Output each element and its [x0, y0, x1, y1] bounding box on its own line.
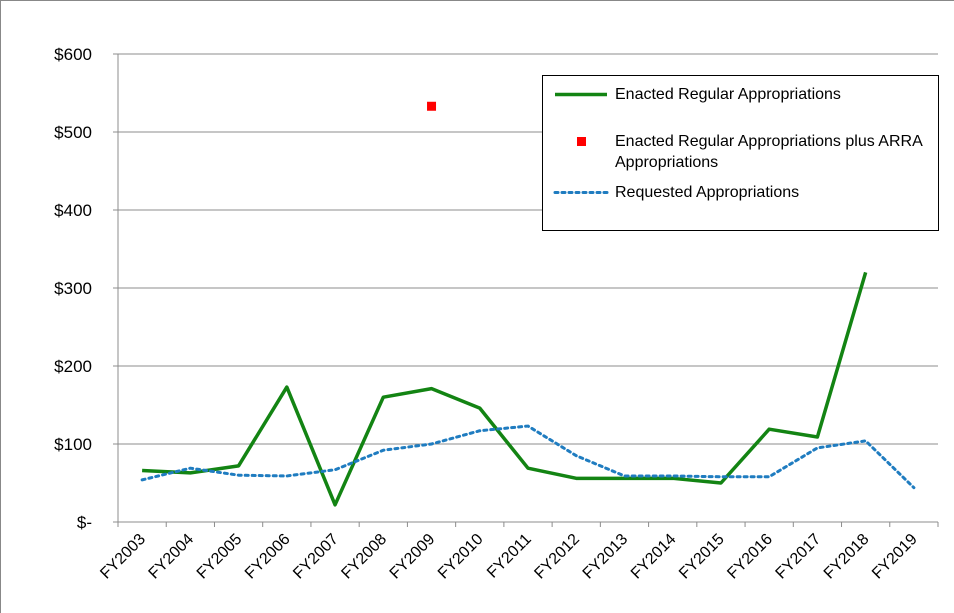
x-tick-label: FY2005 — [194, 531, 246, 583]
legend-swatch — [577, 137, 586, 146]
legend-marker — [577, 137, 586, 146]
y-tick-label: $400 — [54, 201, 92, 220]
x-tick-label: FY2008 — [338, 531, 390, 583]
x-tick-label: FY2015 — [676, 531, 728, 583]
legend: Enacted Regular Appropriations Enacted Re… — [542, 75, 939, 231]
x-tick-label: FY2019 — [869, 531, 921, 583]
y-tick-label: $600 — [54, 45, 92, 64]
data-point — [427, 101, 437, 111]
legend-label: Enacted Regular Appropriations plus ARRA… — [615, 133, 922, 171]
x-tick-label: FY2004 — [146, 531, 198, 583]
legend-item: Enacted Regular Appropriations plus ARRA… — [553, 131, 933, 173]
x-tick-label: FY2013 — [580, 531, 632, 583]
y-tick-label: $100 — [54, 435, 92, 454]
legend-swatch — [553, 191, 609, 194]
legend-swatch — [555, 92, 607, 97]
legend-item: Requested Appropriations — [553, 182, 933, 203]
x-tick-label: FY2009 — [387, 531, 439, 583]
y-tick-label: $300 — [54, 279, 92, 298]
x-tick-label: FY2016 — [724, 531, 776, 583]
legend-label: Enacted Regular Appropriations — [615, 86, 841, 103]
x-tick-label: FY2007 — [290, 531, 342, 583]
series-line — [140, 424, 916, 490]
legend-label: Requested Appropriations — [615, 184, 800, 201]
x-tick-label: FY2006 — [242, 531, 294, 583]
x-tick-label: FY2012 — [531, 531, 583, 583]
y-tick-label: $200 — [54, 357, 92, 376]
x-tick-label: FY2010 — [435, 531, 487, 583]
x-tick-label: FY2018 — [821, 531, 873, 583]
x-tick-label: FY2014 — [628, 531, 680, 583]
legend-item: Enacted Regular Appropriations — [553, 84, 933, 105]
x-tick-label: FY2003 — [97, 531, 149, 583]
y-tick-label: $500 — [54, 123, 92, 142]
series-line — [142, 271, 868, 507]
y-tick-label: $- — [77, 513, 92, 532]
x-tick-label: FY2011 — [484, 531, 535, 582]
x-tick-label: FY2017 — [773, 531, 825, 583]
